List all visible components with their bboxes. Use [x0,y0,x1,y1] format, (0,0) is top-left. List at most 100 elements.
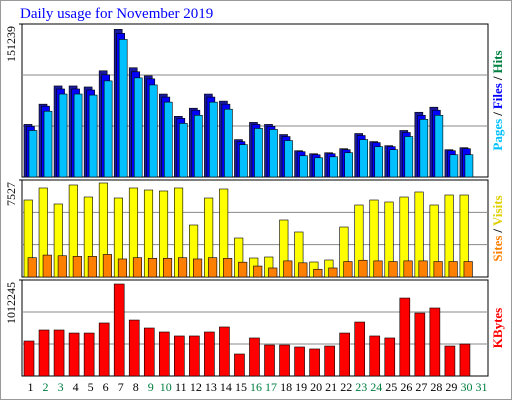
legend-separator: / [490,229,505,234]
legend: KBytes [490,308,505,348]
x-tick-label: 2 [43,380,49,394]
x-tick-label: 19 [295,380,307,394]
bar [309,348,320,377]
bar [268,267,278,278]
bar [434,114,444,178]
legend-separator: / [490,112,505,117]
x-tick-label: 17 [265,380,277,394]
y-tick-label: 151239 [4,26,18,62]
bar [43,110,53,178]
bar [58,93,68,178]
bar [174,335,185,377]
x-tick-label: 26 [400,380,412,394]
bar [419,119,429,178]
legend-entry: Visits [490,195,505,226]
bar [264,344,275,377]
bar [28,130,38,178]
bar [299,155,308,178]
x-tick-label: 11 [175,380,187,394]
chart-title: Daily usage for November 2019 [20,6,213,22]
bar [328,267,338,278]
x-tick-label: 10 [160,380,172,394]
bar [344,152,353,178]
bar [23,340,35,377]
bar [189,335,200,377]
bar [117,258,127,278]
bar [73,93,83,178]
bar [133,77,143,178]
x-tick-label: 23 [355,380,367,394]
bar [254,128,263,178]
bar [162,258,173,278]
legend: Pages / Files / Hits [490,50,505,150]
bar [204,331,215,377]
x-tick-label: 29 [445,380,457,394]
bar [429,307,441,377]
bar [223,258,233,278]
x-tick-label: 9 [148,380,154,394]
y-tick-label: 1012245 [4,282,18,324]
bar [98,322,110,377]
bar [179,123,188,178]
x-tick-label: 24 [370,380,382,394]
x-tick-label: 12 [190,380,202,394]
bar [83,332,95,377]
bar [269,129,278,178]
x-tick-label: 3 [58,380,64,394]
x-tick-label: 27 [415,380,427,394]
bar [314,157,323,178]
bar [38,329,50,377]
bar [324,345,335,377]
bar [238,261,248,278]
x-tick-label: 25 [385,380,397,394]
bar [339,332,350,377]
bar [388,261,398,278]
bar [118,39,128,178]
legend-entry: Hits [490,50,505,73]
bar [343,261,353,278]
x-tick-label: 4 [73,380,79,394]
x-tick-label: 16 [250,380,262,394]
legend-entry: Sites [490,236,505,262]
x-tick-label: 21 [325,380,337,394]
y-tick-label: 7527 [4,182,18,206]
bar [399,297,411,377]
bar [219,326,230,377]
bar [208,257,218,278]
bar [433,261,443,278]
bar [449,154,459,178]
bar [143,327,155,377]
bar [68,332,80,377]
x-tick-label: 14 [220,380,232,394]
bar [358,259,368,278]
bar [384,337,396,377]
bar [209,101,218,178]
bar [313,268,323,278]
bar [102,254,112,278]
bar [128,319,140,377]
bar [279,344,290,377]
x-tick-label: 22 [340,380,352,394]
bar [448,261,458,278]
bar [463,261,473,278]
x-tick-label: 13 [205,380,217,394]
bar [444,345,456,377]
x-tick-label: 31 [475,380,487,394]
bar [418,260,428,278]
bar [359,139,369,178]
bar [283,260,293,278]
legend-entry: Pages [490,119,505,151]
bar [389,149,399,178]
bar [158,331,170,377]
bar [329,156,338,178]
bar [404,136,414,178]
x-tick-label: 18 [280,380,292,394]
x-tick-label: 1 [28,380,34,394]
legend-entry: Files [490,83,505,109]
bar [147,258,158,278]
bar [163,101,173,178]
bar [87,256,97,278]
bar [132,257,143,278]
x-tick-label: 30 [460,380,472,394]
